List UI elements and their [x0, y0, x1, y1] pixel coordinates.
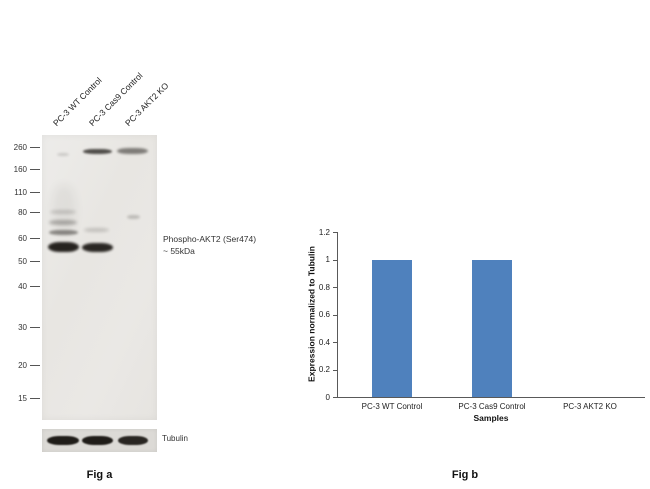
blot-band [49, 220, 77, 225]
loading-control-band [47, 436, 79, 445]
y-tick-mark [333, 259, 337, 261]
loading-control-blot [42, 429, 157, 452]
x-axis-title: Samples [473, 413, 509, 423]
mw-marker: 60 [18, 233, 40, 243]
mw-tick-line [30, 326, 40, 328]
y-tick-label: 1.2 [318, 227, 330, 237]
mw-label: 30 [18, 322, 27, 332]
mw-tick-line [30, 211, 40, 213]
blot-band [50, 210, 76, 214]
bar-chart: Expression normalized to Tubulin Samples… [300, 222, 650, 432]
lane-labels: PC-3 WT Control PC-3 Cas9 Control PC-3 AKT… [42, 0, 212, 133]
mw-label: 80 [18, 207, 27, 217]
mw-marker: 50 [18, 256, 40, 266]
band-annotation-line1: Phospho-AKT2 (Ser474) [163, 234, 257, 244]
mw-tick-line [30, 191, 40, 193]
blot-band [127, 215, 140, 219]
mw-label: 50 [18, 256, 27, 266]
y-tick-mark [333, 232, 337, 233]
blot-band [84, 228, 109, 232]
y-axis-line [337, 232, 338, 398]
category-label: PC-3 WT Control [361, 402, 423, 411]
blot-band [117, 148, 148, 154]
mw-label: 40 [18, 281, 27, 291]
y-tick-mark [333, 314, 337, 316]
mw-marker: 110 [14, 187, 40, 197]
mw-marker: 20 [18, 360, 40, 370]
bar [372, 259, 412, 397]
mw-tick-line [30, 364, 40, 366]
mw-marker: 80 [18, 207, 40, 217]
fig-b-caption: Fig b [451, 469, 479, 481]
mw-tick-line [30, 285, 40, 287]
mw-marker: 15 [18, 393, 40, 403]
mw-label: 20 [18, 360, 27, 370]
y-tick-label: 0 [325, 392, 330, 402]
mw-tick-line [30, 237, 40, 239]
mw-label: 260 [13, 142, 27, 152]
blot-band [48, 242, 79, 252]
x-axis-line [337, 397, 645, 398]
category-label: PC-3 Cas9 Control [458, 402, 526, 411]
mw-label: 160 [13, 164, 27, 174]
mw-marker: 260 [14, 142, 40, 152]
mw-tick-line [30, 260, 40, 262]
blot-band [82, 243, 113, 252]
mw-tick-line [30, 168, 40, 170]
western-blot-membrane [42, 135, 157, 420]
mw-marker: 160 [14, 164, 40, 174]
mw-label: 60 [18, 233, 27, 243]
y-tick-label: 0.6 [318, 310, 330, 319]
y-tick-label: 0.2 [318, 365, 330, 374]
mw-tick-line [30, 146, 40, 148]
mw-marker: 40 [18, 281, 40, 291]
blot-band [49, 230, 78, 235]
mw-marker-scale: 260 160 110 80 60 50 40 30 20 15 [0, 135, 42, 420]
band-annotation-line2: ~ 55kDa [163, 246, 195, 256]
y-tick-mark [333, 397, 337, 398]
y-tick-label: 1 [325, 255, 330, 264]
y-tick-mark [333, 369, 337, 371]
category-label: PC-3 AKT2 KO [563, 402, 617, 411]
y-tick-label: 0.8 [318, 282, 330, 292]
bar [472, 259, 512, 397]
loading-control-band [118, 436, 148, 445]
y-tick-mark [333, 287, 337, 288]
mw-marker: 30 [18, 322, 40, 332]
blot-band [57, 153, 69, 156]
loading-control-label: Tubulin [162, 434, 188, 443]
y-tick-label: 0.4 [318, 337, 330, 347]
mw-label: 15 [18, 393, 27, 403]
loading-control-band [82, 436, 113, 445]
band-annotation: Phospho-AKT2 (Ser474) ~ 55kDa [163, 233, 256, 257]
fig-a-caption: Fig a [86, 469, 113, 481]
blot-band [52, 185, 76, 235]
y-tick-mark [333, 342, 337, 343]
mw-label: 110 [14, 187, 27, 197]
blot-band [83, 149, 112, 154]
mw-tick-line [30, 397, 40, 399]
